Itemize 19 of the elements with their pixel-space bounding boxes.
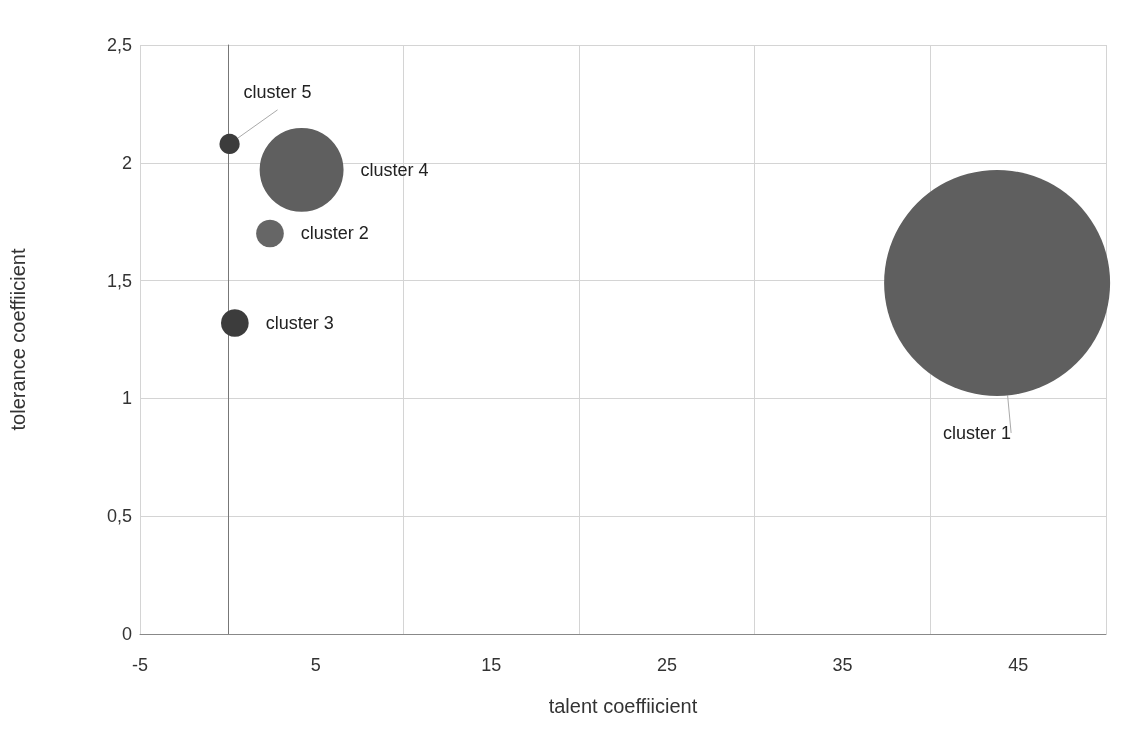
- series-label: cluster 5: [243, 81, 312, 102]
- y-tick-label: 1,5: [106, 270, 132, 291]
- x-tick-label: 45: [1008, 655, 1029, 675]
- series-label: cluster 2: [300, 223, 369, 244]
- x-tick-label: 15: [481, 655, 502, 675]
- x-tick-label: 35: [832, 655, 853, 675]
- y-tick-label: 0,5: [106, 506, 132, 527]
- y-tick-label: 2: [121, 152, 132, 173]
- series-label: cluster 4: [360, 159, 429, 180]
- x-axis-title: talent coeffiicient: [548, 695, 698, 717]
- x-tick-label: 25: [656, 655, 677, 675]
- y-tick-label: 1: [121, 388, 132, 409]
- x-tick-label: 5: [310, 655, 321, 675]
- series-label: cluster 1: [943, 422, 1012, 443]
- series-label: cluster 3: [265, 313, 334, 334]
- y-tick-label: 2,5: [106, 35, 132, 55]
- y-tick-label: 0: [121, 624, 132, 644]
- y-axis-title: tolerance coeffiicient: [7, 248, 29, 431]
- x-tick-label: -5: [131, 655, 149, 675]
